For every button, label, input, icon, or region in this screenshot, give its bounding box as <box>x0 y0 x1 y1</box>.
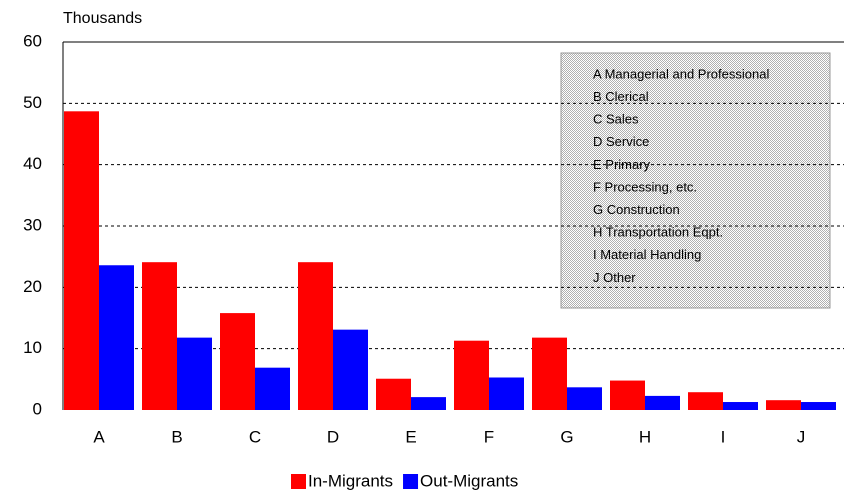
y-tick-label: 30 <box>23 215 42 234</box>
bar <box>610 380 645 410</box>
bar <box>454 340 489 410</box>
y-tick-label: 0 <box>33 399 42 418</box>
y-axis-label: Thousands <box>63 10 142 27</box>
legend-label: Out-Migrants <box>420 471 518 490</box>
bar <box>142 262 177 410</box>
category-key-entry: D Service <box>593 134 649 149</box>
category-key-entry: H Transportation Eqpt. <box>593 225 723 240</box>
category-key-entry: E Primary <box>593 157 651 172</box>
bar <box>376 378 411 410</box>
category-key-box <box>560 52 831 309</box>
x-tick-label: A <box>93 427 105 446</box>
bar <box>645 395 680 410</box>
x-tick-label: B <box>171 427 182 446</box>
bar <box>220 313 255 410</box>
bar <box>177 337 212 410</box>
bar <box>99 265 134 410</box>
bar <box>532 337 567 410</box>
y-tick-label: 10 <box>23 338 42 357</box>
x-tick-label: H <box>639 427 651 446</box>
legend-swatch <box>403 474 419 489</box>
bar <box>766 400 801 410</box>
bar <box>801 402 836 410</box>
x-tick-label: I <box>721 427 726 446</box>
bar <box>489 377 524 410</box>
category-key-entry: I Material Handling <box>593 247 701 262</box>
x-tick-label: G <box>560 427 573 446</box>
y-tick-label: 20 <box>23 277 42 296</box>
x-tick-label: D <box>327 427 339 446</box>
category-key-entry: C Sales <box>593 112 639 127</box>
bar <box>567 387 602 410</box>
y-tick-label: 60 <box>23 31 42 50</box>
y-tick-label: 50 <box>23 93 42 112</box>
bar <box>298 262 333 410</box>
x-tick-label: F <box>484 427 494 446</box>
bar <box>255 367 290 410</box>
x-tick-label: C <box>249 427 261 446</box>
bar <box>333 329 368 410</box>
x-tick-label: J <box>797 427 806 446</box>
category-key-entry: G Construction <box>593 202 680 217</box>
bar <box>64 111 99 410</box>
y-tick-label: 40 <box>23 154 42 173</box>
legend-label: In-Migrants <box>308 471 393 490</box>
bar <box>688 392 723 410</box>
bar <box>723 402 758 410</box>
category-key-entry: B Clerical <box>593 89 649 104</box>
legend-swatch <box>291 474 306 489</box>
category-key-entry: F Processing, etc. <box>593 179 697 194</box>
category-key-entry: A Managerial and Professional <box>593 66 769 81</box>
category-key-entry: J Other <box>593 270 636 285</box>
x-tick-label: E <box>405 427 416 446</box>
bar <box>411 397 446 410</box>
